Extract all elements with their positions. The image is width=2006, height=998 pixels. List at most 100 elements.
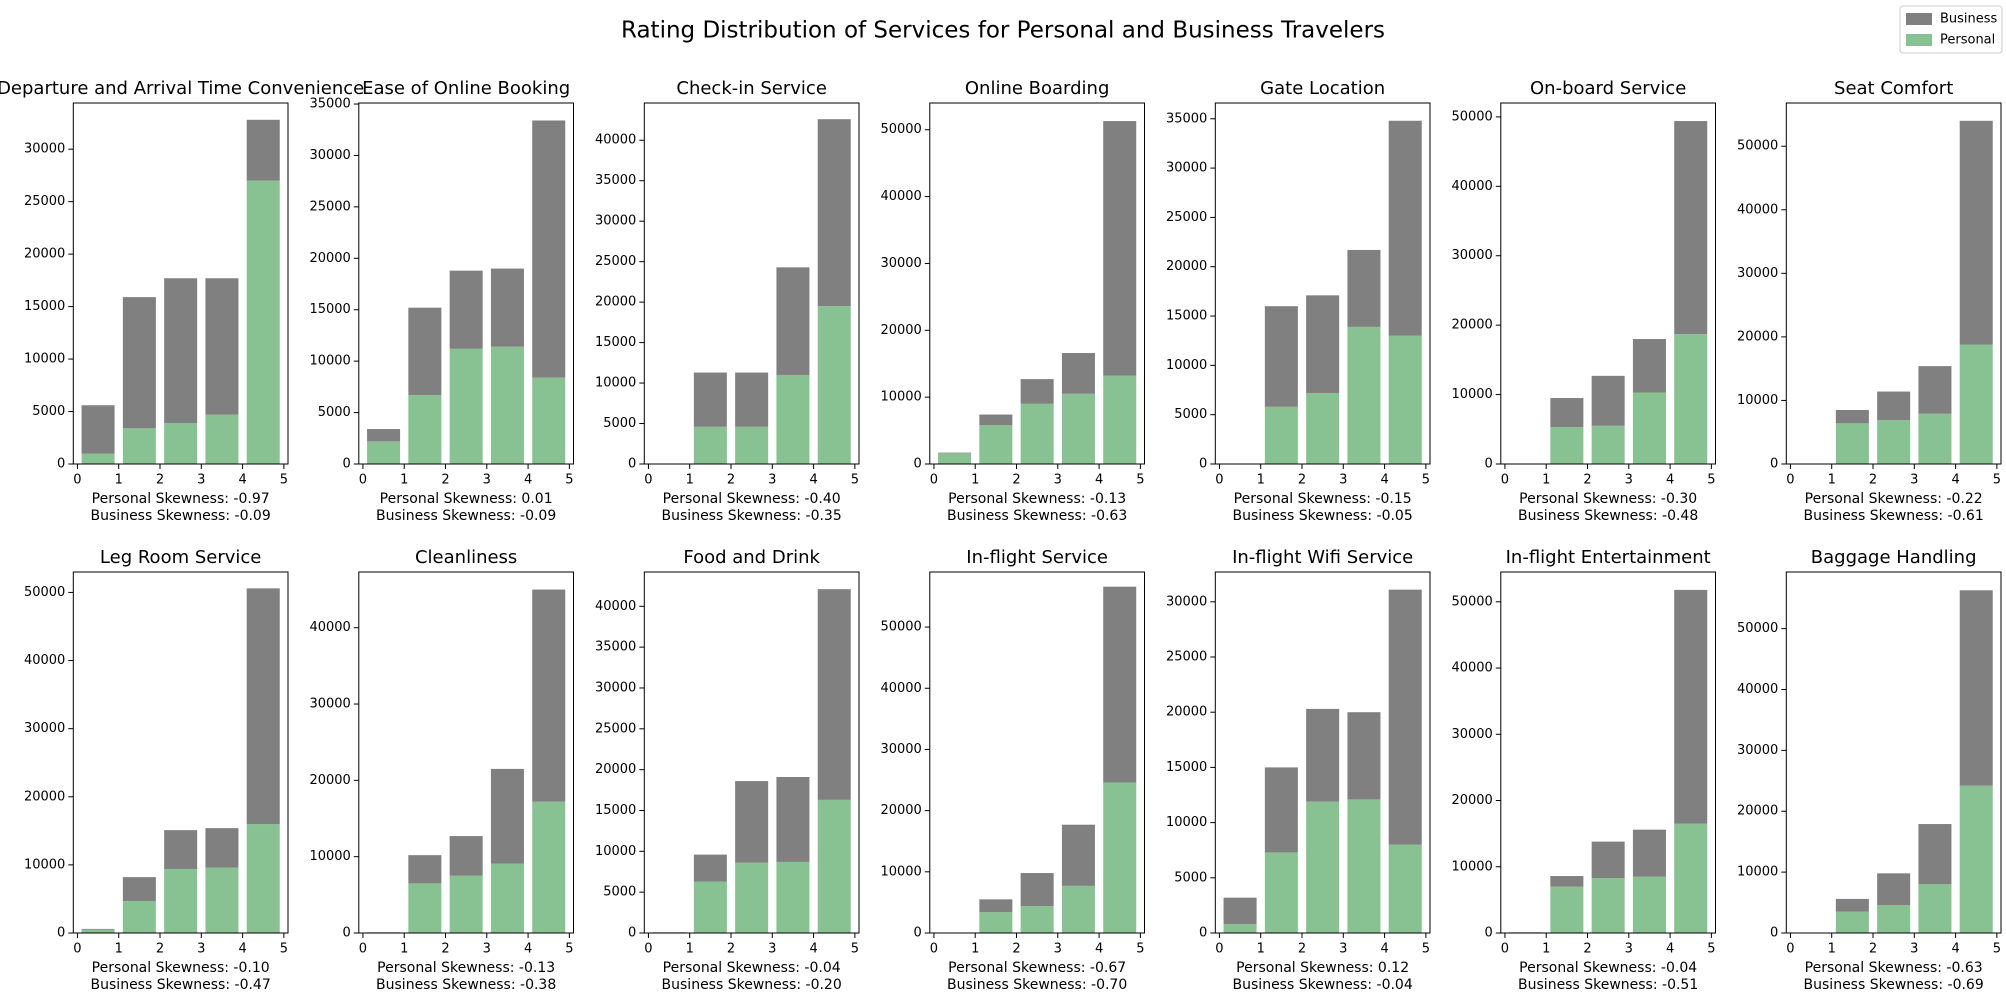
bar <box>490 346 524 464</box>
y-tick-label: 15000 <box>309 302 350 317</box>
y-tick-label: 0 <box>57 457 65 472</box>
bar <box>776 374 810 464</box>
x-tick-label: 4 <box>1380 942 1388 957</box>
bar <box>735 426 769 464</box>
axes-frame <box>1214 102 1431 465</box>
bar <box>122 900 156 933</box>
subplot: 0 10000 20000 30000 40000 50000 0 1 2 3 4 5 Seat Com… <box>1737 78 2002 524</box>
x-tick-label: 2 <box>1012 942 1020 957</box>
x-tick-label: 3 <box>1339 473 1347 488</box>
bar <box>979 414 1013 426</box>
subplot: 0 5000 10000 15000 20000 25000 30000 0 1 2 3 4 5 In-f… <box>1166 547 1431 993</box>
subplot: 0 5000 10000 15000 20000 25000 30000 35000 0 1 2 3 4… <box>309 78 574 524</box>
bar <box>776 267 810 375</box>
x-tick-label: 0 <box>1215 473 1223 488</box>
bar <box>817 589 851 800</box>
bar <box>1306 801 1340 933</box>
bar <box>1918 824 1952 885</box>
y-tick-label: 10000 <box>1737 865 1778 880</box>
y-tick-label: 30000 <box>880 256 921 271</box>
x-tick-label: 2 <box>1869 473 1877 488</box>
x-tick-label: 1 <box>686 473 694 488</box>
y-tick-label: 5000 <box>1174 407 1207 422</box>
y-tick-label: 0 <box>343 926 351 941</box>
legend-swatch <box>1906 13 1932 25</box>
subplot-title: Online Boarding <box>965 78 1110 99</box>
y-tick-label: 30000 <box>309 148 350 163</box>
bar <box>1550 427 1584 464</box>
bar <box>938 453 972 464</box>
x-tick-label: 1 <box>686 942 694 957</box>
x-tick-label: 4 <box>1666 473 1674 488</box>
annotation: Personal Skewness: -0.04 <box>663 960 841 976</box>
y-tick-label: 0 <box>1485 457 1493 472</box>
legend: Business Personal <box>1899 5 2003 54</box>
x-tick-label: 4 <box>1666 942 1674 957</box>
bar <box>1264 852 1298 933</box>
bar <box>122 428 156 464</box>
x-tick-label: 1 <box>971 942 979 957</box>
bar <box>164 278 198 424</box>
bar <box>1388 120 1422 336</box>
bar <box>490 768 524 864</box>
bar <box>1674 823 1708 933</box>
bar <box>1264 306 1298 407</box>
bar <box>1223 924 1257 933</box>
bar <box>490 268 524 347</box>
x-tick-label: 2 <box>727 473 735 488</box>
x-tick-label: 4 <box>238 473 246 488</box>
x-tick-label: 5 <box>1993 473 2001 488</box>
y-tick-label: 15000 <box>595 335 636 350</box>
annotation: Personal Skewness: -0.67 <box>948 960 1126 976</box>
bar <box>735 862 769 933</box>
y-tick-label: 25000 <box>1166 210 1207 225</box>
x-tick-label: 1 <box>1542 942 1550 957</box>
y-tick-label: 5000 <box>603 885 636 900</box>
legend-label: Personal <box>1940 33 1995 48</box>
bar <box>1061 885 1095 933</box>
subplot: 0 10000 20000 30000 40000 50000 0 1 2 3 4 5 In-fligh… <box>880 547 1145 993</box>
axes-frame <box>929 102 1145 465</box>
x-tick-label: 3 <box>768 942 776 957</box>
x-tick-label: 5 <box>851 942 859 957</box>
x-tick-label: 4 <box>1095 473 1103 488</box>
y-tick-label: 25000 <box>309 199 350 214</box>
bar <box>735 781 769 863</box>
y-tick-label: 35000 <box>309 97 350 112</box>
y-tick-label: 35000 <box>595 640 636 655</box>
annotation: Business Skewness: -0.48 <box>1518 508 1698 524</box>
x-tick-label: 0 <box>1501 473 1509 488</box>
x-tick-label: 2 <box>441 473 449 488</box>
bar <box>1591 375 1625 426</box>
x-tick-label: 1 <box>400 473 408 488</box>
bar <box>1347 249 1381 327</box>
x-tick-label: 0 <box>1501 942 1509 957</box>
y-tick-label: 20000 <box>1451 318 1492 333</box>
y-tick-label: 20000 <box>595 295 636 310</box>
bar <box>1388 335 1422 464</box>
x-tick-label: 4 <box>1951 473 1959 488</box>
bar <box>164 868 198 933</box>
annotation: Personal Skewness: -0.30 <box>1519 491 1697 507</box>
bar <box>1347 799 1381 933</box>
y-tick-label: 10000 <box>1451 387 1492 402</box>
x-tick-label: 5 <box>1993 942 2001 957</box>
y-tick-label: 5000 <box>318 405 351 420</box>
bar <box>1061 824 1095 886</box>
y-tick-label: 30000 <box>309 697 350 712</box>
bar <box>205 867 239 933</box>
bar <box>1061 393 1095 464</box>
bar <box>1550 886 1584 933</box>
x-tick-label: 4 <box>524 942 532 957</box>
subplot-title: Leg Room Service <box>100 547 261 568</box>
y-tick-label: 30000 <box>24 142 65 157</box>
annotation: Personal Skewness: -0.40 <box>663 491 841 507</box>
y-tick-label: 40000 <box>595 599 636 614</box>
bar <box>1306 392 1340 464</box>
x-tick-label: 5 <box>565 473 573 488</box>
y-tick-label: 0 <box>1199 457 1207 472</box>
bar <box>1674 334 1708 464</box>
x-tick-label: 4 <box>809 942 817 957</box>
subplot-title: In-flight Service <box>966 547 1108 568</box>
axes-frame <box>1214 571 1431 934</box>
